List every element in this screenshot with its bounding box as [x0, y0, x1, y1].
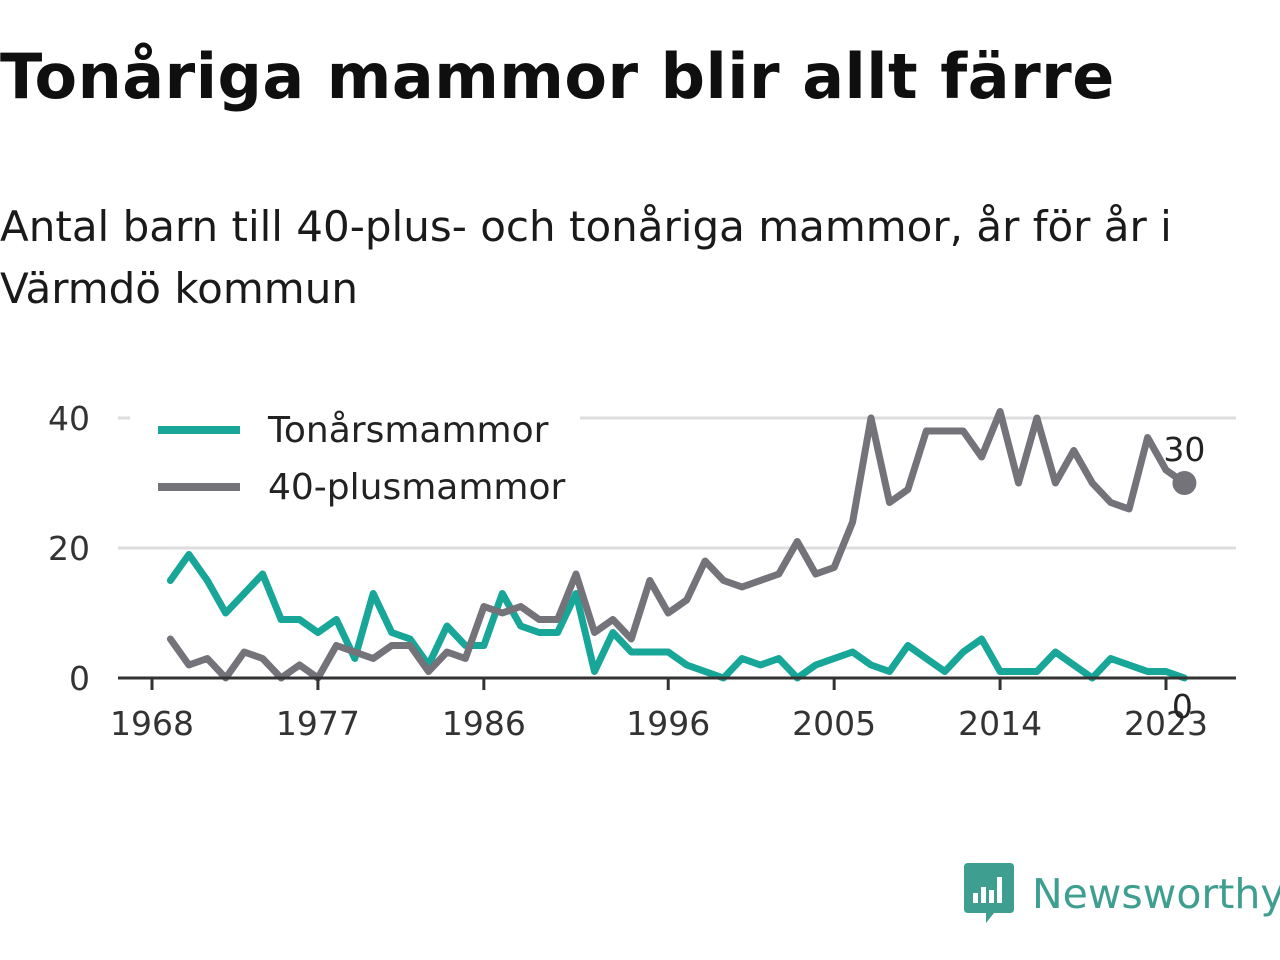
x-tick-label: 2005: [792, 704, 876, 740]
x-tick-label: 1996: [626, 704, 710, 740]
newsworthy-logo-icon: [964, 863, 1014, 923]
y-tick-label: 20: [48, 529, 90, 568]
x-tick-label: 2023: [1124, 704, 1208, 740]
brand-name: Newsworthy: [1032, 870, 1280, 918]
legend-background: [130, 400, 580, 520]
end-markers: 30 0: [1163, 430, 1205, 726]
x-tick-label: 2014: [958, 704, 1042, 740]
end-point-40-plusmammor: [1172, 471, 1197, 495]
line-chart: 0 20 40 1968 1977 1986 1996 2005 2014 2023 Tonår…: [48, 399, 1236, 740]
x-axis-ticks: 1968 1977 1986 1996 2005 2014 2023: [110, 678, 1208, 740]
end-label-40-plusmammor: 30: [1163, 430, 1205, 469]
legend-label-tonarsmammor: Tonårsmammor: [267, 410, 549, 451]
legend: Tonårsmammor 40-plusmammor: [130, 400, 580, 520]
legend-label-40-plusmammor: 40-plusmammor: [268, 467, 566, 508]
series-line-1: [166, 408, 1188, 682]
y-tick-label: 40: [48, 399, 90, 438]
x-tick-label: 1968: [110, 704, 194, 740]
series-line-0: [166, 551, 1188, 682]
chart-subtitle: Antal barn till 40-plus- och tonåriga ma…: [0, 202, 1172, 313]
x-tick-label: 1986: [442, 704, 526, 740]
brand: Newsworthy: [964, 862, 1280, 926]
series-lines: [166, 408, 1188, 682]
x-tick-label: 1977: [276, 704, 360, 740]
chart-title: Tonåriga mammor blir allt färre: [0, 40, 1115, 113]
end-label-tonarsmammor: 0: [1172, 687, 1193, 726]
y-axis-ticks: 0 20 40: [48, 399, 90, 698]
y-tick-label: 0: [69, 659, 90, 698]
